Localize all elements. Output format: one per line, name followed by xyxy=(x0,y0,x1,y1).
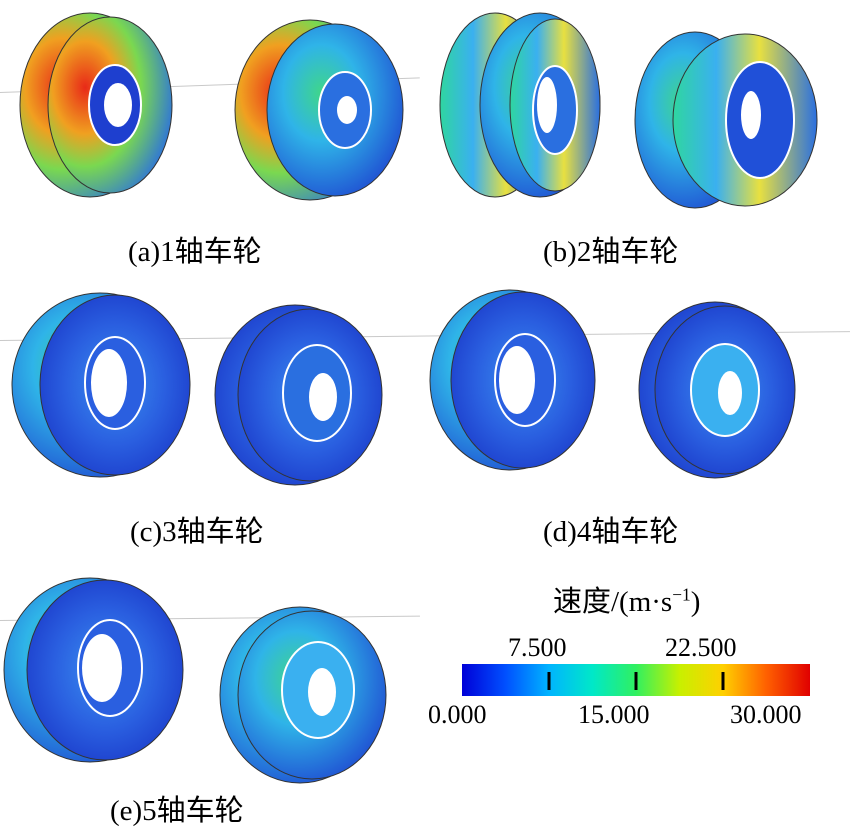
legend-title-main: 速度/(m·s xyxy=(553,586,673,618)
wheel-panel-e xyxy=(3,577,387,784)
wheel-b-rear xyxy=(634,31,818,209)
wheel-c-front xyxy=(11,292,191,478)
wheel-c-rear xyxy=(214,304,383,486)
wheel-panel-a xyxy=(19,12,404,201)
legend-label-bottom-1: 0.000 xyxy=(428,700,487,729)
wheel-panel-c xyxy=(11,292,383,486)
wheel-d-rear xyxy=(638,301,796,479)
caption-e: (e)5轴车轮 xyxy=(110,795,244,827)
wheel-panel-d xyxy=(429,289,796,479)
legend-label-bottom-3: 30.000 xyxy=(730,700,802,729)
legend-title-exponent: −1 xyxy=(672,584,691,605)
legend-title: 速度/(m·s−1) xyxy=(553,578,700,620)
legend-title-close: ) xyxy=(690,586,701,618)
wheel-panel-b xyxy=(439,12,818,209)
wheel-e-front xyxy=(3,577,184,763)
legend-colorbar xyxy=(462,664,810,696)
caption-d: (d)4轴车轮 xyxy=(543,516,679,548)
caption-b: (b)2轴车轮 xyxy=(543,236,679,268)
legend-label-top-1: 7.500 xyxy=(508,633,567,662)
wheel-a-front xyxy=(19,12,173,198)
legend-label-top-2: 22.500 xyxy=(665,633,737,662)
wheel-b-front xyxy=(439,12,601,198)
caption-c: (c)3轴车轮 xyxy=(130,516,264,548)
caption-a: (a)1轴车轮 xyxy=(128,236,262,268)
legend-label-bottom-2: 15.000 xyxy=(578,700,650,729)
wheel-a-rear xyxy=(234,19,404,201)
wheel-e-rear xyxy=(219,606,387,784)
wheel-d-front xyxy=(429,289,596,471)
